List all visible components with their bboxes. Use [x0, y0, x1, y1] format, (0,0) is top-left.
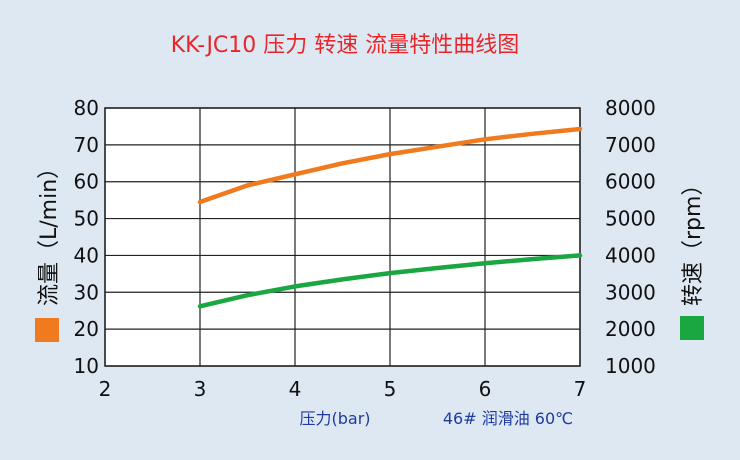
- y-left-tick-label-7: 80: [74, 96, 99, 120]
- y-right-tick-label-0: 1000: [605, 354, 656, 378]
- y-left-label: 流量（L/min）: [37, 157, 62, 306]
- flow-curve: [197, 126, 583, 205]
- legend-swatch-flow: [35, 318, 59, 342]
- y-right-tick-label-6: 7000: [605, 133, 656, 157]
- y-right-tick-label-5: 6000: [605, 170, 656, 194]
- x-ticks: 2 3 4 5 6 7: [99, 377, 587, 401]
- y-left-tick-label-6: 70: [74, 133, 99, 157]
- chart-title: KK-JC10 压力 转速 流量特性曲线图: [171, 33, 520, 58]
- x-axis-label: 压力(bar): [299, 409, 370, 428]
- y-right-tick-label-2: 3000: [605, 280, 656, 304]
- y-left-tick-label-3: 40: [74, 243, 99, 267]
- grid: [104, 107, 581, 367]
- y-left-tick-label-5: 60: [74, 170, 99, 194]
- plot-area: [104, 107, 581, 367]
- y-left-tick-label-1: 20: [74, 317, 99, 341]
- y-right-tick-label-7: 8000: [605, 96, 656, 120]
- x-tick-label-2: 4: [289, 377, 302, 401]
- y-left-ticks: 10 20 30 40 50 60 70 80: [74, 96, 99, 378]
- x-tick-label-4: 6: [479, 377, 492, 401]
- legend-swatch-speed: [680, 316, 704, 340]
- y-right-label: 转速（rpm）: [681, 174, 706, 306]
- y-left-tick-label-0: 10: [74, 354, 99, 378]
- y-right-ticks: 1000 2000 3000 4000 5000 6000 7000 8000: [605, 96, 656, 378]
- speed-curve: [197, 253, 583, 309]
- series-group: [197, 126, 583, 309]
- x-tick-label-1: 3: [194, 377, 207, 401]
- y-right-tick-label-4: 5000: [605, 207, 656, 231]
- x-tick-label-0: 2: [99, 377, 112, 401]
- x-tick-label-5: 7: [574, 377, 587, 401]
- y-right-tick-label-3: 4000: [605, 243, 656, 267]
- x-tick-label-3: 5: [384, 377, 397, 401]
- y-right-tick-label-1: 2000: [605, 317, 656, 341]
- oil-note: 46# 润滑油 60℃: [443, 409, 573, 428]
- y-left-tick-label-2: 30: [74, 280, 99, 304]
- y-left-tick-label-4: 50: [74, 207, 99, 231]
